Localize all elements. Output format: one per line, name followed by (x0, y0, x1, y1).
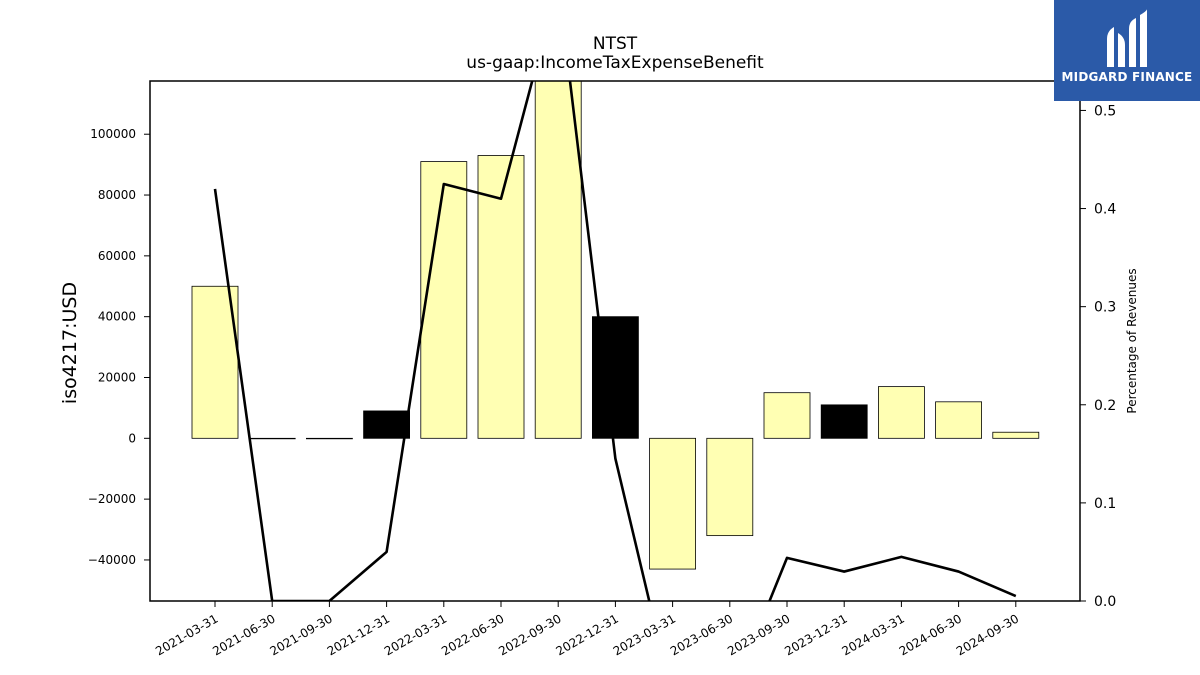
x-tick-label: 2023-09-30 (725, 611, 792, 658)
y2-axis-label: Percentage of Revenues (1125, 268, 1139, 413)
logo-text: MIDGARD FINANCE (1061, 70, 1193, 84)
chart-subtitle: us-gaap:IncomeTaxExpenseBenefit (466, 53, 764, 73)
logo-mark-icon (1107, 9, 1147, 67)
bar (992, 431, 1040, 439)
x-tick-label: 2024-09-30 (954, 611, 1021, 658)
bar (878, 386, 925, 439)
x-tick-label: 2024-06-30 (897, 611, 964, 658)
y2-tick-label: 0.2 (1094, 398, 1116, 414)
x-tick-label: 2021-03-31 (153, 611, 220, 658)
bar (191, 285, 239, 439)
x-tick-label: 2022-03-31 (382, 611, 449, 658)
bar (763, 392, 811, 439)
y-axis-ticks: −40000 −20000 0 20000 40000 60000 80000 100000 (88, 127, 150, 567)
y2-tick-label: 0.5 (1094, 103, 1116, 119)
bar (534, 81, 582, 439)
percentage-line-series (213, 81, 1017, 601)
x-tick-label: 2024-03-31 (839, 611, 906, 658)
y-tick-label: 40000 (98, 310, 136, 324)
x-tick-label: 2021-09-30 (267, 611, 334, 658)
percentage-line (213, 81, 1017, 601)
bar (305, 437, 353, 440)
x-tick-label: 2023-06-30 (668, 611, 735, 658)
y2-tick-label: 0.3 (1094, 300, 1116, 316)
y-axis-label: iso4217:USD (59, 282, 81, 404)
y-tick-label: 20000 (98, 370, 136, 384)
bar-series (191, 81, 1040, 570)
bar (935, 401, 982, 439)
bar (248, 437, 296, 440)
x-tick-label: 2021-12-31 (325, 611, 392, 658)
y-tick-label: 100000 (90, 127, 136, 141)
y2-tick-label: 0.4 (1094, 202, 1116, 218)
y-tick-label: 60000 (98, 249, 136, 263)
x-tick-label: 2022-09-30 (496, 611, 563, 658)
y-tick-label: 0 (128, 431, 136, 445)
bar (706, 437, 754, 537)
midgard-finance-logo: MIDGARD FINANCE (1054, 0, 1200, 101)
y-tick-label: −20000 (88, 492, 136, 506)
bar (820, 404, 868, 439)
x-tick-label: 2021-06-30 (210, 611, 277, 658)
x-tick-label: 2023-03-31 (611, 611, 678, 658)
bar (477, 155, 525, 439)
y2-tick-label: 0.1 (1094, 496, 1116, 512)
bar (363, 410, 411, 439)
chart-title: NTST (593, 34, 638, 54)
x-axis-ticks: 2021-03-312021-06-302021-09-302021-12-31… (153, 601, 1021, 658)
x-tick-label: 2022-12-31 (553, 611, 620, 658)
x-tick-label: 2022-06-30 (439, 611, 506, 658)
y-tick-label: 80000 (98, 188, 136, 202)
y2-axis-ticks: 0.0 0.1 0.2 0.3 0.4 0.5 (1080, 103, 1116, 610)
x-tick-label: 2023-12-31 (782, 611, 849, 658)
y-tick-label: −40000 (88, 553, 136, 567)
y2-tick-label: 0.0 (1094, 594, 1116, 610)
bar (420, 161, 468, 439)
bar (649, 437, 696, 570)
